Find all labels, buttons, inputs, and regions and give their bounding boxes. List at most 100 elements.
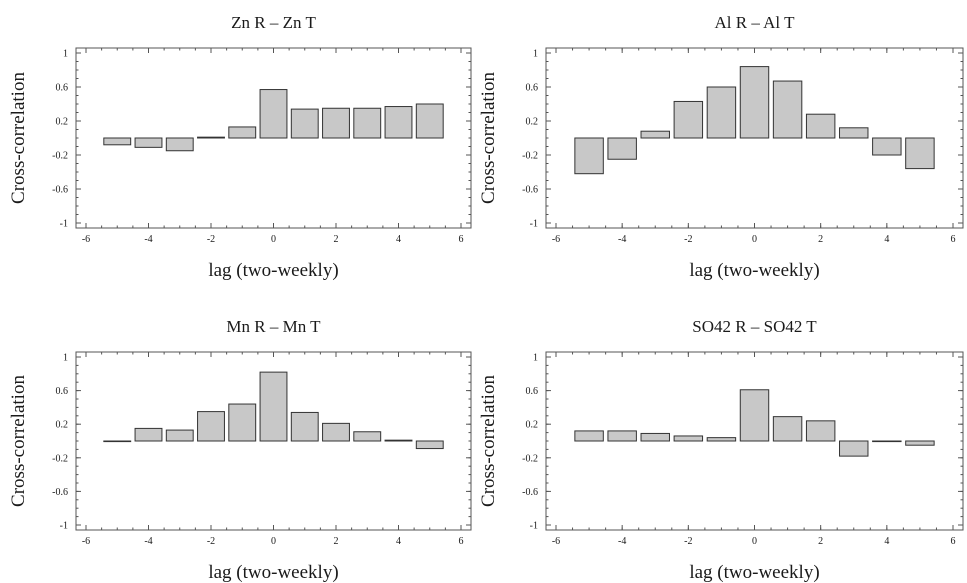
x-tick-label: -4 [618,536,626,547]
y-tick-label: -1 [530,521,538,532]
x-tick-label: 6 [459,234,464,245]
y-tick-label: -1 [60,219,68,230]
y-tick-label: -0.2 [522,453,538,464]
chart-title: Mn R – Mn T [226,317,321,336]
x-tick-label: 0 [752,536,757,547]
bar-lag-3 [839,440,869,457]
x-tick-label: 2 [818,234,823,245]
y-axis-label: Cross-correlation [478,72,499,204]
x-tick-label: -2 [684,234,692,245]
y-tick-label: -0.6 [52,487,68,498]
bar-lag--1 [706,86,737,139]
y-tick-label: -1 [530,219,538,230]
bar-lag--5 [574,137,604,175]
x-tick-label: 6 [951,536,956,547]
x-tick-label: -4 [618,234,626,245]
bar-lag--2 [197,136,225,139]
bar-lag-5 [905,137,935,170]
x-tick-label: -6 [82,536,90,547]
x-tick-label: -2 [207,234,215,245]
bar-lag--2 [673,100,704,139]
x-tick-label: 0 [271,234,276,245]
chart-panel-4: SO42 R – SO42 T -1 -0.6 -0.2 0.2 0.6 1 -6 -4 -2 0 2… [478,317,964,583]
bar-lag-1 [290,411,319,442]
x-tick-label: -2 [684,536,692,547]
y-tick-label: 0.2 [56,420,69,431]
bar-lag-0 [739,389,770,442]
bar-lag-3 [839,127,869,139]
bar-lag-1 [290,108,319,139]
x-tick-label: 0 [752,234,757,245]
y-tick-label: 1 [533,49,538,60]
bar-lag-3 [353,107,382,139]
bar-lag--3 [640,432,670,442]
bar-lag--4 [607,430,637,442]
chart-title: Al R – Al T [715,13,796,32]
x-tick-label: -4 [144,234,152,245]
y-tick-label: -0.6 [52,185,68,196]
x-tick-label: -2 [207,536,215,547]
x-tick-label: -4 [144,536,152,547]
y-axis-label: Cross-correlation [8,72,29,204]
y-tick-label: 0.2 [526,420,539,431]
bar-lag--3 [640,130,670,139]
y-tick-label: -1 [60,521,68,532]
chart-panel-2: Al R – Al T -1 -0.6 -0.2 0.2 0.6 1 -6 -4 -2 0 2 4 6 la… [478,13,964,281]
y-axis-label: Cross-correlation [8,375,29,507]
bar-lag-2 [805,113,836,139]
x-tick-label: 0 [271,536,276,547]
chart-panel-1: Zn R – Zn T -1 -0.6 -0.2 0.2 0.6 1 -6 -4 -2 0 2 4 6 la… [8,13,472,281]
y-tick-label: -0.6 [522,487,538,498]
y-tick-label: -0.2 [522,151,538,162]
x-tick-label: -6 [82,234,90,245]
bar-lag--4 [134,427,163,442]
bar-lag--5 [103,137,132,146]
bar-lag-5 [415,103,444,139]
bar-lag--2 [197,411,225,442]
bar-lag-1 [772,416,803,442]
y-tick-label: -0.6 [522,185,538,196]
x-tick-label: 4 [396,536,401,547]
bar-lag--2 [673,435,704,442]
x-tick-label: 6 [951,234,956,245]
bar-lag--5 [574,430,604,442]
x-axis-label: lag (two-weekly) [689,562,819,583]
y-tick-label: 0.2 [526,117,539,128]
x-tick-label: 2 [334,234,339,245]
bar-lag-2 [322,422,350,442]
y-axis-label: Cross-correlation [478,375,499,507]
x-tick-label: -6 [552,234,560,245]
x-tick-label: 2 [334,536,339,547]
bar-lag-0 [259,371,288,442]
bar-lag-4 [872,440,902,443]
x-tick-label: 4 [396,234,401,245]
chart-title: Zn R – Zn T [231,13,316,32]
y-tick-label: 0.6 [526,83,539,94]
y-tick-label: 1 [533,353,538,364]
x-axis-label: lag (two-weekly) [689,260,819,281]
chart-title: SO42 R – SO42 T [692,317,817,336]
x-tick-label: 2 [818,536,823,547]
bar-lag--4 [134,137,163,148]
bar-lag--1 [228,126,257,139]
y-tick-label: 1 [63,353,68,364]
bar-lag-2 [322,107,350,139]
y-tick-label: 0.6 [56,386,69,397]
bar-lag-4 [384,439,413,442]
bar-lag-5 [415,440,444,450]
x-tick-label: 4 [884,234,889,245]
bar-lag-2 [805,420,836,442]
bar-lag-0 [259,89,288,139]
bar-lag-3 [353,431,382,442]
x-tick-label: 6 [459,536,464,547]
x-tick-label: -6 [552,536,560,547]
bar-lag-0 [739,66,770,139]
x-axis-label: lag (two-weekly) [208,260,338,281]
bar-lag--3 [165,429,194,442]
chart-panel-3: Mn R – Mn T -1 -0.6 -0.2 0.2 0.6 1 -6 -4 -2 0 2 4 6 la… [8,317,472,583]
y-tick-label: -0.2 [52,453,68,464]
bar-lag--4 [607,137,637,160]
bar-lag-4 [384,106,413,139]
bar-lag--1 [706,437,737,442]
bar-lag-4 [872,137,902,156]
